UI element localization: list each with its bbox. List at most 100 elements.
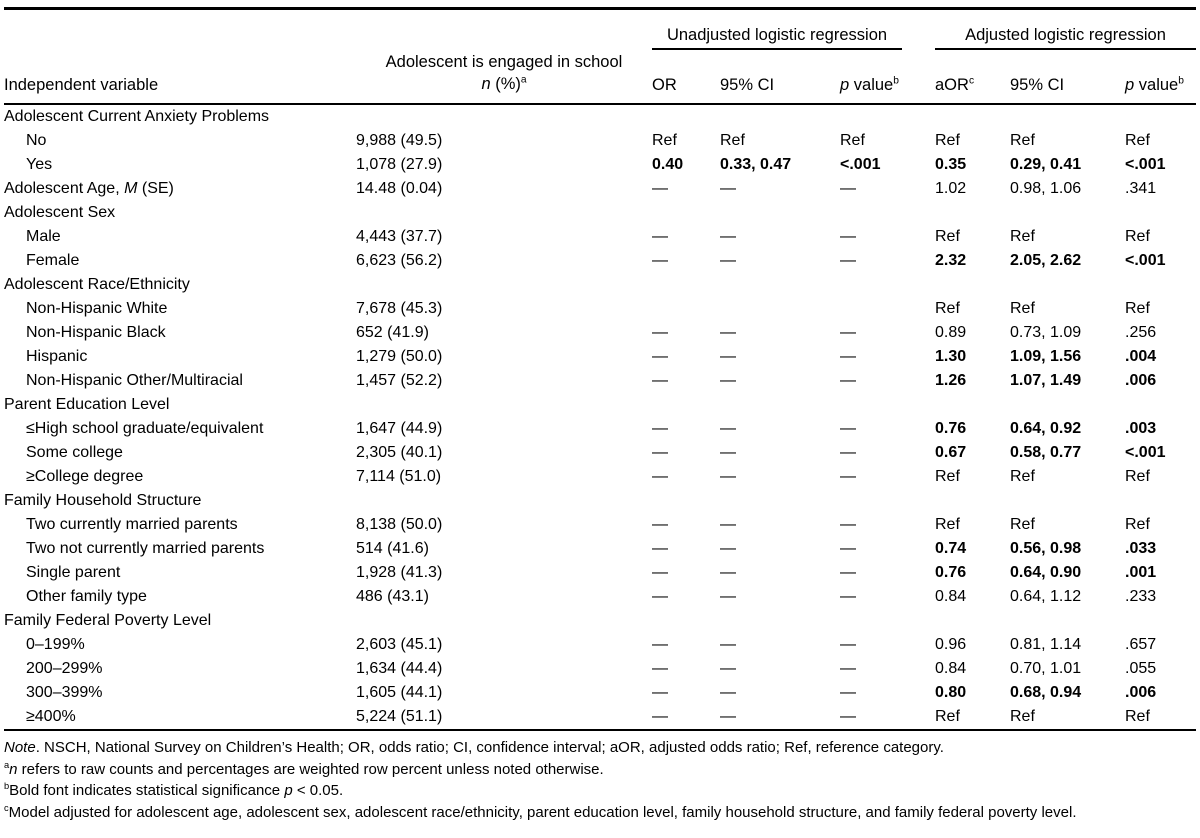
column-header-p-value-adjusted: p valueb <box>1125 49 1196 105</box>
cell-ci: — <box>720 468 736 485</box>
cell-or: — <box>652 324 668 341</box>
cell-ci-adjusted: 0.64, 1.12 <box>1010 588 1082 605</box>
cell-ci: — <box>720 684 736 701</box>
cell-p-value-adjusted: .006 <box>1125 372 1157 389</box>
column-header-or: OR <box>652 49 720 105</box>
cell-aor: 0.89 <box>935 324 967 341</box>
cell-n-percent: 1,457 (52.2) <box>356 372 443 389</box>
text-part: Hispanic <box>26 348 88 365</box>
row-label: Family Federal Poverty Level <box>4 609 356 633</box>
cell-n-percent: 8,138 (50.0) <box>356 516 443 533</box>
cell-or <box>652 609 720 633</box>
cell-gap <box>902 129 935 153</box>
cell-p-value: — <box>840 324 856 341</box>
cell-p-value-adjusted: Ref <box>1125 705 1196 731</box>
cell-aor: Ref <box>935 228 960 245</box>
cell-gap <box>902 633 935 657</box>
cell-p-value-adjusted: Ref <box>1125 132 1150 149</box>
cell-or: — <box>652 180 668 197</box>
unadjusted-group-label: Unadjusted logistic regression <box>666 26 888 44</box>
row-label: ≥College degree <box>4 465 356 489</box>
cell-gap <box>902 657 935 681</box>
cell-n-percent: 1,647 (44.9) <box>356 420 443 437</box>
row-label: Two not currently married parents <box>4 537 356 561</box>
cell-p-value: Ref <box>840 132 865 149</box>
cell-ci-adjusted <box>1010 393 1125 417</box>
cell-p-value: — <box>840 348 856 365</box>
cell-aor <box>935 201 1010 225</box>
cell-aor: 0.35 <box>935 156 967 173</box>
cell-p-value: — <box>840 468 856 485</box>
cell-p-value-adjusted: .006 <box>1125 684 1157 701</box>
footnote-marker: a <box>4 759 10 770</box>
cell-ci-adjusted: 0.68, 0.94 <box>1010 684 1082 701</box>
cell-ci-adjusted: 0.64, 0.92 <box>1010 420 1082 437</box>
row-label: 0–199% <box>4 633 356 657</box>
cell-ci: — <box>720 588 736 605</box>
text-part: Family Household Structure <box>4 492 202 509</box>
cell-p-value: — <box>840 372 856 389</box>
cell-aor: Ref <box>935 705 1010 731</box>
cell-p-value: — <box>840 252 856 269</box>
cell-ci: — <box>720 180 736 197</box>
text-part: Non-Hispanic Other/Multiracial <box>26 372 243 389</box>
cell-p-value: — <box>840 636 856 653</box>
row-label: Male <box>4 225 356 249</box>
cell-gap <box>902 225 935 249</box>
row-label: Parent Education Level <box>4 393 356 417</box>
text-part: Adolescent Age, <box>4 180 125 197</box>
row-label: Yes <box>4 153 356 177</box>
cell-p-value: — <box>840 420 856 437</box>
cell-p-value-adjusted <box>1125 273 1196 297</box>
text-part: . NSCH, National Survey on Children’s He… <box>35 739 944 756</box>
cell-aor: 2.32 <box>935 252 967 269</box>
table-row: Two currently married parents 8,138 (50.0… <box>4 513 1196 537</box>
header-row-columns: OR 95% CI p valueb aORc 95% CI p valueb <box>4 49 1196 105</box>
cell-n-percent <box>356 609 652 633</box>
footnotes: Note. NSCH, National Survey on Children’… <box>4 731 1196 823</box>
cell-ci-adjusted <box>1010 273 1125 297</box>
cell-ci: — <box>720 372 736 389</box>
text-part: Two currently married parents <box>26 516 238 533</box>
cell-ci-adjusted: 1.07, 1.49 <box>1010 372 1082 389</box>
cell-or <box>652 104 720 129</box>
cell-or: — <box>652 420 668 437</box>
footnote-marker: c <box>4 802 9 813</box>
text-part: Bold font indicates statistical signific… <box>9 782 285 799</box>
column-header-ci-adjusted: 95% CI <box>1010 49 1125 105</box>
cell-gap <box>902 153 935 177</box>
cell-p-value-adjusted: Ref <box>1125 468 1150 485</box>
row-label: Two currently married parents <box>4 513 356 537</box>
cell-p-value: — <box>840 180 856 197</box>
table-row: 0–199% 2,603 (45.1) — — — 0.96 0.81, 1.14 .657 <box>4 633 1196 657</box>
cell-aor <box>935 273 1010 297</box>
cell-or: — <box>652 684 668 701</box>
cell-gap <box>902 465 935 489</box>
cell-ci-adjusted: 0.81, 1.14 <box>1010 636 1082 653</box>
cell-n-percent: 514 (41.6) <box>356 540 429 557</box>
cell-ci-adjusted: Ref <box>1010 228 1035 245</box>
aor-label: aOR <box>935 76 969 94</box>
cell-gap <box>902 513 935 537</box>
cell-gap <box>902 297 935 321</box>
cell-or: — <box>652 588 668 605</box>
row-label: 300–399% <box>4 681 356 705</box>
cell-p-value <box>840 273 902 297</box>
column-header-ci: 95% CI <box>720 49 840 105</box>
cell-aor: 0.84 <box>935 660 967 677</box>
cell-or <box>652 201 720 225</box>
footnote-marker: b <box>4 781 10 791</box>
cell-n-percent: 1,634 (44.4) <box>356 660 443 677</box>
ci-adjusted-label: 95% CI <box>1010 76 1065 94</box>
footnote-line: Note. NSCH, National Survey on Children’… <box>4 737 1196 759</box>
column-gap <box>902 8 935 105</box>
text-part: Two not currently married parents <box>26 540 265 557</box>
text-part: Note <box>4 739 36 756</box>
row-label: No <box>4 129 356 153</box>
text-part: 0–199% <box>26 636 85 653</box>
cell-or <box>652 297 720 321</box>
cell-aor: 0.84 <box>935 588 967 605</box>
text-part: No <box>26 132 47 149</box>
cell-n-percent <box>356 393 652 417</box>
table-row: ≥College degree 7,114 (51.0) — — — Ref Ref Ref <box>4 465 1196 489</box>
